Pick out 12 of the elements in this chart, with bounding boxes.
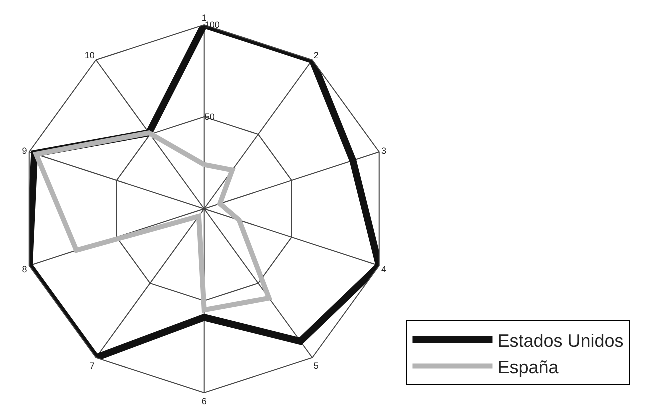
spoke-label: 9 [22, 146, 28, 156]
spoke-label: 5 [314, 360, 319, 371]
spoke-label: 6 [202, 396, 207, 406]
legend-label: España [498, 357, 560, 378]
spoke-label: 7 [90, 360, 95, 371]
spoke-label: 8 [22, 264, 28, 274]
spoke-label: 3 [382, 146, 387, 156]
spoke-label: 2 [314, 50, 319, 61]
spoke-label: 10 [84, 50, 95, 61]
spoke-label: 1 [202, 12, 207, 23]
spoke-label: 4 [382, 264, 387, 274]
legend-label: Estados Unidos [498, 330, 624, 351]
